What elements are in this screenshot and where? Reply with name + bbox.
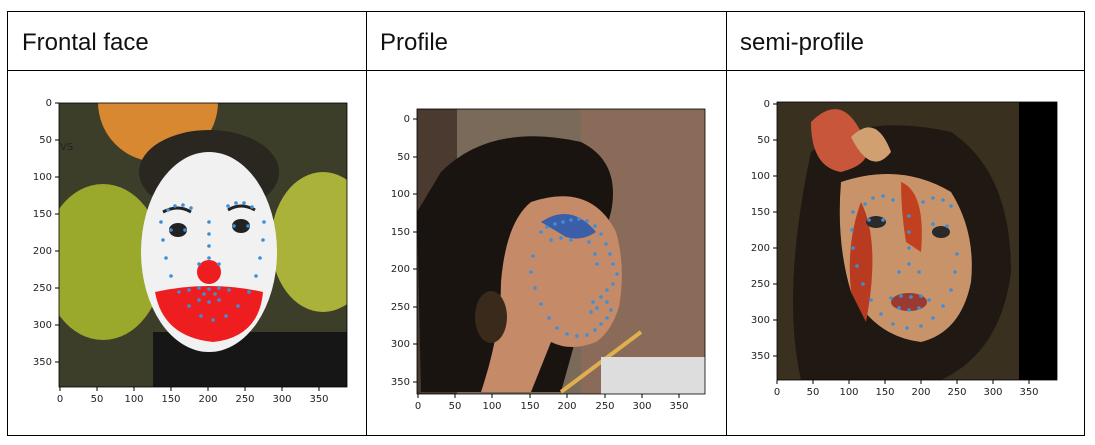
x-tick-label: 250 <box>947 387 966 398</box>
x-tick-label: 100 <box>124 394 143 405</box>
x-tick-label: 300 <box>983 387 1002 398</box>
y-tick-label: 350 <box>391 377 410 388</box>
x-tick-label: 100 <box>482 401 501 412</box>
column-divider-1 <box>366 12 367 435</box>
x-tick-label: 50 <box>807 387 820 398</box>
y-tick-label: 0 <box>764 99 770 110</box>
semi-profile-y-axis: 0 50 100 150 200 250 300 350 <box>751 99 777 362</box>
frontal-y-axis: 0 50 100 150 200 250 300 350 <box>33 98 59 368</box>
y-tick-label: 150 <box>751 207 770 218</box>
x-tick-label: 50 <box>449 401 462 412</box>
header-semi-profile: semi-profile <box>740 29 865 56</box>
y-tick-label: 100 <box>751 171 770 182</box>
column-divider-2 <box>726 12 727 435</box>
x-tick-label: 150 <box>875 387 894 398</box>
y-tick-label: 300 <box>391 339 410 350</box>
y-tick-label: 50 <box>397 152 410 163</box>
profile-face-photo <box>417 109 705 394</box>
y-tick-label: 250 <box>751 279 770 290</box>
y-tick-label: 150 <box>33 209 52 220</box>
y-tick-label: 0 <box>404 114 410 125</box>
semi-profile-x-axis: 0 50 100 150 200 250 300 350 <box>774 380 1039 398</box>
face-pose-table: Frontal face Profile semi-profile <box>7 11 1085 436</box>
y-tick-label: 250 <box>33 283 52 294</box>
x-tick-label: 300 <box>632 401 651 412</box>
x-tick-label: 250 <box>235 394 254 405</box>
semi-profile-face-plot: 0 50 100 150 200 250 300 350 0 50 100 15… <box>741 92 1076 422</box>
y-tick-label: 200 <box>751 243 770 254</box>
semi-profile-face-photo <box>777 102 1057 380</box>
y-tick-label: 100 <box>391 189 410 200</box>
profile-y-axis: 0 50 100 150 200 250 300 350 <box>391 114 417 388</box>
x-tick-label: 350 <box>309 394 328 405</box>
frontal-overlay-text: VS <box>60 142 73 153</box>
y-tick-label: 350 <box>751 351 770 362</box>
header-frontal-face: Frontal face <box>22 29 149 56</box>
y-tick-label: 250 <box>391 302 410 313</box>
x-tick-label: 0 <box>57 394 63 405</box>
y-tick-label: 200 <box>391 264 410 275</box>
x-tick-label: 350 <box>1019 387 1038 398</box>
y-tick-label: 350 <box>33 357 52 368</box>
x-tick-label: 200 <box>911 387 930 398</box>
x-tick-label: 250 <box>595 401 614 412</box>
x-tick-label: 0 <box>415 401 421 412</box>
y-tick-label: 100 <box>33 172 52 183</box>
facial-landmark-points <box>159 201 266 322</box>
y-tick-label: 50 <box>39 135 52 146</box>
header-profile: Profile <box>380 29 449 56</box>
frontal-face-photo <box>59 103 347 387</box>
y-tick-label: 150 <box>391 227 410 238</box>
frontal-x-axis: 0 50 100 150 200 250 300 350 <box>57 387 329 405</box>
frontal-face-plot: VS 0 50 100 150 200 250 300 350 0 50 100… <box>23 92 358 422</box>
facial-landmark-points <box>529 217 619 338</box>
x-tick-label: 200 <box>557 401 576 412</box>
x-tick-label: 300 <box>272 394 291 405</box>
y-tick-label: 50 <box>757 135 770 146</box>
x-tick-label: 50 <box>91 394 104 405</box>
x-tick-label: 200 <box>198 394 217 405</box>
y-tick-label: 0 <box>46 98 52 109</box>
facial-landmark-points <box>850 194 959 330</box>
x-tick-label: 350 <box>669 401 688 412</box>
y-tick-label: 300 <box>33 320 52 331</box>
x-tick-label: 100 <box>839 387 858 398</box>
x-tick-label: 150 <box>520 401 539 412</box>
header-divider <box>8 70 1084 71</box>
profile-x-axis: 0 50 100 150 200 250 300 350 <box>415 394 689 412</box>
x-tick-label: 150 <box>161 394 180 405</box>
x-tick-label: 0 <box>774 387 780 398</box>
y-tick-label: 200 <box>33 246 52 257</box>
y-tick-label: 300 <box>751 315 770 326</box>
profile-face-plot: 0 50 100 150 200 250 300 350 0 50 100 15… <box>381 92 716 422</box>
